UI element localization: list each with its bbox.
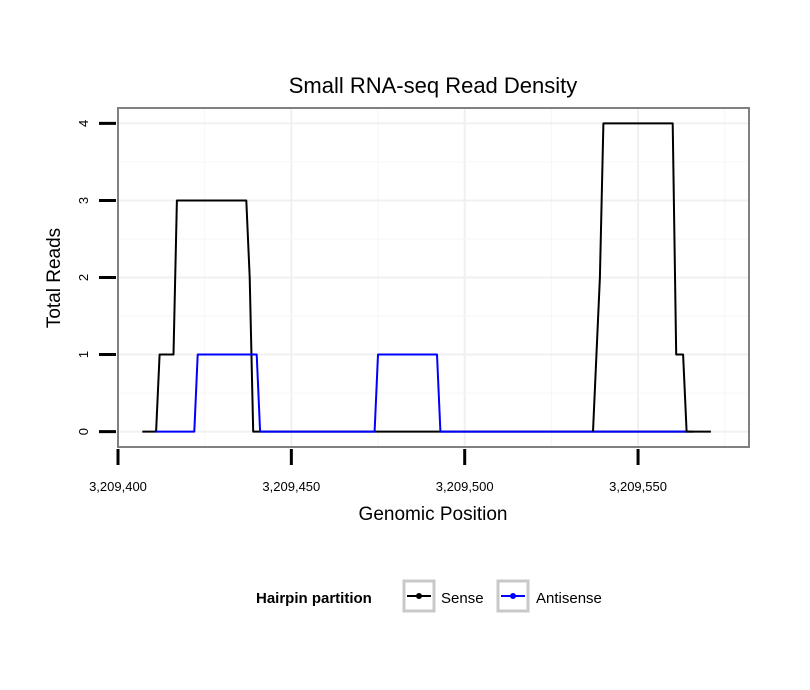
- legend: Hairpin partition Sense Antisense: [256, 579, 602, 613]
- y-tick-label: 1: [76, 351, 91, 358]
- x-tick-label: 3,209,450: [262, 479, 320, 494]
- series-line-antisense-1: [156, 353, 687, 433]
- x-tick-label: 3,209,400: [89, 479, 147, 494]
- legend-label-sense: Sense: [441, 590, 484, 607]
- x-tick-label: 3,209,550: [609, 479, 667, 494]
- chart-title: Small RNA-seq Read Density: [289, 73, 578, 98]
- y-tick-label: 0: [76, 428, 91, 435]
- x-axis-label: Genomic Position: [359, 504, 508, 525]
- x-tick-label: 3,209,500: [436, 479, 494, 494]
- legend-label-antisense: Antisense: [536, 590, 602, 607]
- y-axis: 0 1 2 3 4: [76, 120, 116, 435]
- y-tick-label: 3: [76, 197, 91, 204]
- series-layer: [142, 122, 711, 433]
- legend-title: Hairpin partition: [256, 590, 372, 607]
- series-line-sense-2: [592, 122, 694, 433]
- series-line-sense-0: [142, 199, 711, 433]
- legend-point-sense: [416, 593, 422, 599]
- y-axis-label: Total Reads: [44, 228, 65, 328]
- legend-point-antisense: [510, 593, 516, 599]
- x-axis: 3,209,400 3,209,450 3,209,500 3,209,550: [89, 449, 667, 494]
- y-tick-label: 2: [76, 274, 91, 281]
- y-tick-label: 4: [76, 120, 91, 127]
- grid: [117, 108, 749, 447]
- plot-frame: [117, 107, 750, 448]
